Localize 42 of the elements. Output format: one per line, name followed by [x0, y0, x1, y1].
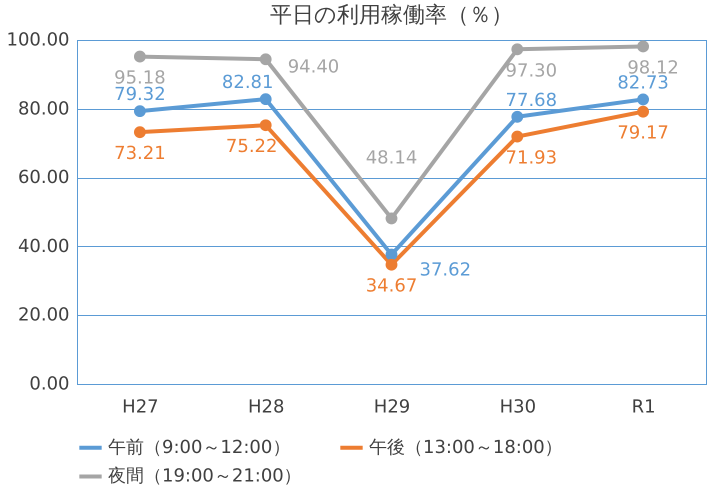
- point: [134, 105, 146, 118]
- data-label: 37.62: [420, 260, 472, 281]
- x-tick-label: R1: [632, 396, 656, 418]
- x-tick-label: H27: [122, 396, 159, 418]
- data-label: 77.68: [506, 90, 558, 111]
- data-label: 73.21: [114, 143, 166, 164]
- data-label: 79.32: [114, 84, 166, 106]
- point: [511, 110, 524, 123]
- point: [637, 40, 650, 52]
- y-tick-label: 40.00: [18, 236, 70, 257]
- y-tick-label: 80.00: [18, 98, 70, 120]
- point: [260, 53, 272, 66]
- data-label: 97.30: [506, 60, 558, 82]
- y-tick-label: 60.00: [18, 167, 70, 188]
- point: [134, 50, 146, 62]
- point: [260, 119, 272, 132]
- point: [134, 126, 146, 138]
- data-label: 71.93: [506, 148, 558, 169]
- data-label: 34.67: [366, 276, 418, 297]
- chart-title: 平日の利用稼働率（％）: [270, 3, 513, 28]
- point: [386, 212, 398, 224]
- x-tick-label: H28: [248, 396, 284, 418]
- legend-label: 午後（13:00～18:00）: [369, 436, 563, 458]
- data-label: 48.14: [366, 147, 418, 168]
- y-tick-label: 0.00: [29, 374, 70, 394]
- legend-label: 午前（9:00～12:00）: [108, 436, 290, 458]
- point: [511, 43, 524, 56]
- point: [386, 258, 398, 271]
- point: [386, 248, 398, 260]
- y-tick-label: 20.00: [18, 304, 70, 326]
- point: [260, 93, 272, 106]
- x-tick-label: H30: [500, 396, 536, 418]
- point: [637, 94, 650, 106]
- data-label: 82.81: [222, 72, 274, 94]
- data-label: 75.22: [226, 136, 278, 158]
- point: [511, 130, 524, 142]
- point: [637, 106, 650, 118]
- x-tick-label: H29: [374, 396, 410, 418]
- y-tick-label: 100.00: [6, 30, 70, 50]
- legend-label: 夜間（19:00～21:00）: [108, 466, 302, 486]
- data-label: 94.40: [288, 56, 340, 78]
- data-label: 79.17: [617, 122, 669, 144]
